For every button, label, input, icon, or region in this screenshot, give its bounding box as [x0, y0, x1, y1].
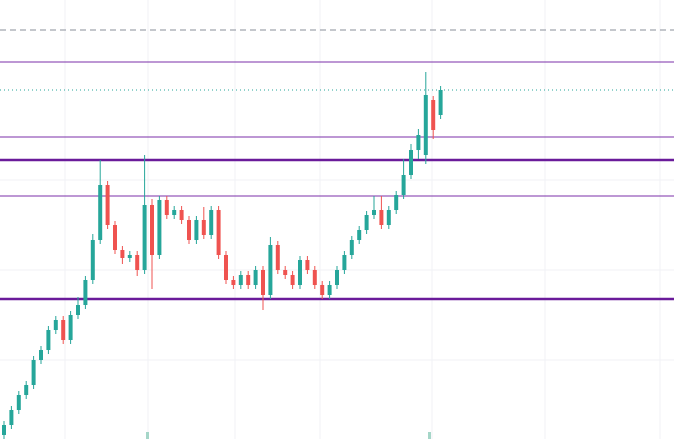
candle-body — [120, 250, 125, 258]
candle-body — [394, 195, 399, 210]
candle-body — [209, 210, 214, 235]
candle-body — [172, 210, 177, 215]
candle-body — [157, 200, 162, 255]
candle-body — [46, 330, 51, 350]
candle-body — [312, 270, 317, 285]
candle-body — [379, 210, 384, 225]
candle-body — [98, 185, 103, 240]
candle-body — [423, 95, 428, 155]
candle-body — [164, 200, 169, 215]
candle-body — [320, 285, 325, 295]
candle-body — [201, 220, 206, 235]
candle-body — [179, 210, 184, 220]
candle-body — [349, 240, 354, 255]
candle-body — [16, 395, 21, 410]
candle-body — [142, 205, 147, 270]
candle-body — [253, 270, 258, 285]
candle-body — [150, 205, 154, 255]
candle-body — [401, 175, 406, 195]
candle-body — [357, 230, 362, 240]
candle-body — [438, 90, 443, 115]
candle-body — [9, 410, 14, 425]
candle-body — [127, 255, 132, 258]
candle-body — [246, 275, 251, 285]
candle-body — [386, 210, 391, 225]
candle-body — [327, 285, 332, 295]
candle-body — [194, 220, 199, 240]
candle-body — [216, 210, 221, 255]
candle-body — [298, 260, 302, 285]
candle-body — [24, 385, 29, 395]
candle-body — [372, 210, 376, 215]
candle-body — [305, 260, 310, 270]
candle-body — [283, 270, 288, 275]
marker — [146, 432, 149, 439]
candle-body — [416, 135, 421, 150]
candle-body — [238, 275, 243, 285]
candle-body — [53, 320, 58, 330]
candle-body — [39, 350, 43, 360]
candle-body — [364, 215, 369, 230]
candle-body — [409, 150, 413, 175]
candle-body — [268, 245, 273, 295]
candle-body — [224, 255, 228, 280]
candle-body — [68, 315, 73, 340]
candle-body — [290, 275, 295, 285]
candle-body — [335, 270, 339, 285]
marker — [428, 432, 431, 439]
candle-body — [275, 245, 280, 270]
candle-body — [105, 185, 110, 225]
candle-body — [31, 360, 36, 385]
candle-body — [231, 280, 236, 285]
candle-body — [261, 270, 265, 295]
candle-body — [135, 255, 140, 270]
candle-body — [342, 255, 347, 270]
candle-body — [90, 240, 95, 280]
candle-body — [187, 220, 191, 240]
candle-body — [61, 320, 66, 340]
candle-body — [113, 225, 117, 250]
candle-body — [431, 100, 436, 130]
candle-body — [83, 280, 88, 305]
candle-body — [2, 425, 6, 435]
candle-body — [76, 305, 80, 315]
